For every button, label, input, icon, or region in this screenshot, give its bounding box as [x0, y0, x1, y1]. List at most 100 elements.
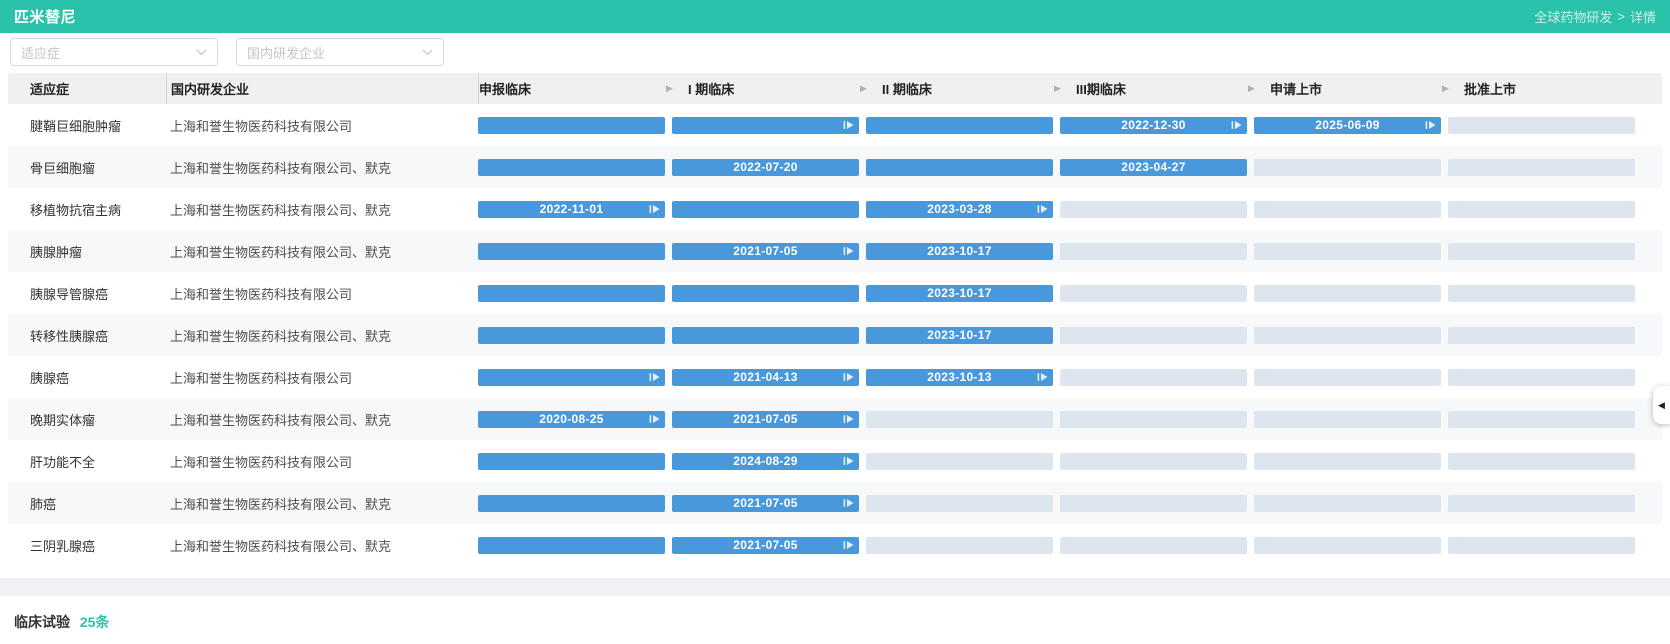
phase-progress-bar[interactable]: 2022-11-01	[478, 200, 665, 218]
indication-filter-select[interactable]: 适应症	[10, 38, 218, 66]
phase-progress-bar[interactable]	[478, 494, 665, 512]
phase-date: 2025-06-09	[1315, 118, 1380, 132]
phase-empty-bar	[1060, 326, 1247, 344]
company-filter-select[interactable]: 国内研发企业	[236, 38, 444, 66]
phase-empty-bar	[1254, 242, 1441, 260]
phase-cell: 2022-12-30	[1060, 104, 1254, 146]
breadcrumb-parent[interactable]: 全球药物研发	[1534, 10, 1613, 25]
phase-cell	[1448, 482, 1642, 524]
phase-cell: 2021-07-05	[672, 524, 866, 566]
breadcrumb-current: 详情	[1629, 10, 1656, 25]
phase-cell	[478, 230, 672, 272]
phase-progress-bar[interactable]	[866, 158, 1053, 176]
phase-empty-bar	[1448, 284, 1635, 302]
phase-cell: 2021-04-13	[672, 356, 866, 398]
company-cell: 上海和誉生物医药科技有限公司、默克	[170, 244, 392, 260]
phase-cell	[1448, 314, 1642, 356]
phase-progress-bar[interactable]: 2023-04-27	[1060, 158, 1247, 176]
indication-cell: 三阴乳腺癌	[30, 538, 96, 554]
phase-empty-bar	[866, 536, 1053, 554]
phase-progress-bar[interactable]: 2021-07-05	[672, 536, 859, 554]
phase-empty-bar	[1254, 452, 1441, 470]
advance-icon	[843, 457, 854, 466]
phase-cell	[478, 146, 672, 188]
phase-empty-bar	[1254, 494, 1441, 512]
phase-progress-bar[interactable]	[672, 200, 859, 218]
phase-progress-bar[interactable]: 2025-06-09	[1254, 116, 1441, 134]
phase-date: 2023-10-17	[927, 244, 992, 258]
advance-icon	[1037, 205, 1048, 214]
indication-cell: 胰腺肿瘤	[30, 244, 83, 260]
indication-cell: 晚期实体瘤	[30, 412, 96, 428]
phase-cell	[1060, 314, 1254, 356]
company-cell: 上海和誉生物医药科技有限公司、默克	[170, 496, 392, 512]
phase-progress-bar[interactable]: 2022-12-30	[1060, 116, 1247, 134]
phase-empty-bar	[1448, 326, 1635, 344]
phase-progress-bar[interactable]: 2024-08-29	[672, 452, 859, 470]
col-header-indication: 适应症	[30, 82, 70, 97]
phase-cell	[1254, 188, 1448, 230]
phase-progress-bar[interactable]: 2023-10-17	[866, 242, 1053, 260]
phase-empty-bar	[1448, 410, 1635, 428]
phase-progress-bar[interactable]	[478, 158, 665, 176]
indication-filter-placeholder: 适应症	[21, 45, 61, 61]
phase-date: 2020-08-25	[539, 412, 604, 426]
phase-empty-bar	[1254, 326, 1441, 344]
indication-cell: 移植物抗宿主病	[30, 202, 122, 218]
phase-cell: 2025-06-09	[1254, 104, 1448, 146]
phase-progress-bar[interactable]	[478, 326, 665, 344]
phase-progress-bar[interactable]: 2021-07-05	[672, 410, 859, 428]
phase-progress-bar[interactable]	[672, 326, 859, 344]
advance-icon	[1231, 121, 1242, 130]
table-row: 肝功能不全 上海和誉生物医药科技有限公司 2024-08-29	[8, 440, 1662, 482]
phase-cell	[478, 440, 672, 482]
advance-icon	[843, 373, 854, 382]
phase-cell	[1448, 398, 1642, 440]
phase-cell: 2020-08-25	[478, 398, 672, 440]
phase-empty-bar	[1060, 494, 1247, 512]
phase-cell	[866, 146, 1060, 188]
phase-progress-bar[interactable]: 2021-07-05	[672, 494, 859, 512]
phase-progress-bar[interactable]	[478, 284, 665, 302]
phase-progress-bar[interactable]: 2022-07-20	[672, 158, 859, 176]
company-cell: 上海和誉生物医药科技有限公司、默克	[170, 160, 392, 176]
phase-progress-bar[interactable]	[478, 452, 665, 470]
phase-progress-bar[interactable]: 2021-07-05	[672, 242, 859, 260]
phase-cell	[478, 314, 672, 356]
advance-icon	[843, 121, 854, 130]
phase-date: 2023-10-17	[927, 328, 992, 342]
panel-collapse-toggle[interactable]: ◀	[1653, 386, 1670, 424]
phase-progress-bar[interactable]: 2020-08-25	[478, 410, 665, 428]
phase-progress-bar[interactable]	[478, 242, 665, 260]
phase-progress-bar[interactable]	[672, 284, 859, 302]
phase-progress-bar[interactable]	[478, 116, 665, 134]
phase-cell	[672, 272, 866, 314]
filter-bar: 适应症 国内研发企业	[0, 33, 1670, 73]
phase-empty-bar	[1448, 452, 1635, 470]
phase-cell	[1254, 356, 1448, 398]
phase-progress-bar[interactable]: 2023-10-17	[866, 284, 1053, 302]
indication-cell: 胰腺导管腺癌	[30, 286, 109, 302]
phase-empty-bar	[1060, 242, 1247, 260]
advance-icon	[1425, 121, 1436, 130]
phase-empty-bar	[1060, 284, 1247, 302]
phase-progress-bar[interactable]: 2023-03-28	[866, 200, 1053, 218]
phase-cell: 2023-03-28	[866, 188, 1060, 230]
phase-flow-arrow-icon: ▶	[1054, 83, 1061, 93]
phase-progress-bar[interactable]: 2021-04-13	[672, 368, 859, 386]
phase-progress-bar[interactable]	[478, 536, 665, 554]
phase-cell	[1060, 482, 1254, 524]
phase-cell	[478, 356, 672, 398]
clinical-trials-count[interactable]: 25条	[79, 614, 110, 630]
phase-progress-bar[interactable]: 2023-10-17	[866, 326, 1053, 344]
phase-progress-bar[interactable]	[866, 116, 1053, 134]
phase-progress-bar[interactable]	[672, 116, 859, 134]
col-header-phase-1: ▶ I 期临床	[666, 82, 735, 97]
phase-empty-bar	[1060, 200, 1247, 218]
clinical-trials-section: 临床试验 25条	[0, 596, 1670, 632]
company-cell: 上海和誉生物医药科技有限公司	[170, 286, 353, 302]
phase-empty-bar	[1254, 200, 1441, 218]
phase-progress-bar[interactable]: 2023-10-13	[866, 368, 1053, 386]
phase-cell	[478, 104, 672, 146]
phase-progress-bar[interactable]	[478, 368, 665, 386]
